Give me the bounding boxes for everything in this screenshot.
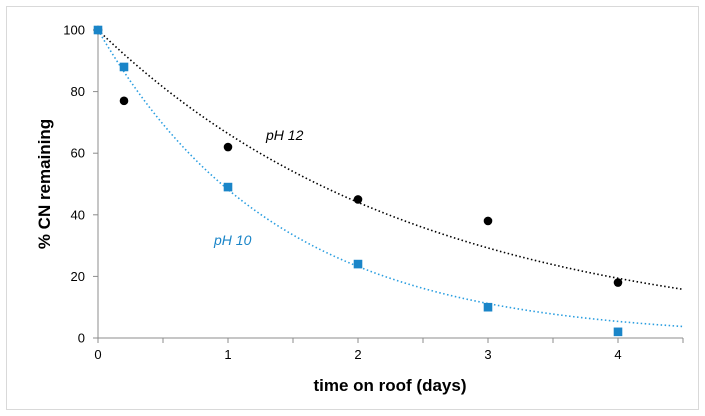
point-ph10	[119, 62, 129, 72]
point-ph12	[353, 195, 363, 204]
y-axis-title: % CN remaining	[35, 119, 54, 249]
y-tick-label: 100	[63, 23, 85, 38]
trendline-ph10	[97, 29, 684, 328]
point-ph10	[613, 327, 623, 337]
x-axis-title: time on roof (days)	[313, 376, 466, 395]
y-tick-label: 0	[78, 331, 85, 346]
point-ph10	[93, 25, 103, 35]
point-ph10	[483, 302, 493, 312]
chart-frame	[6, 6, 699, 410]
point-ph12	[119, 96, 129, 106]
series-label-ph10: pH 10	[213, 232, 252, 248]
y-tick-label: 60	[71, 146, 85, 161]
point-ph12	[613, 278, 623, 287]
point-ph10	[223, 182, 233, 192]
y-tick-label: 20	[71, 269, 85, 284]
data-points	[93, 25, 623, 337]
y-tick-label: 40	[71, 207, 85, 222]
point-ph12	[483, 216, 493, 226]
series-label-ph12: pH 12	[265, 127, 304, 143]
point-ph12	[223, 142, 233, 152]
x-axis-ticks: 0 1 2 3 4	[94, 338, 684, 362]
x-tick-label: 0	[94, 347, 101, 362]
y-tick-label: 80	[71, 84, 85, 99]
trendline-ph12	[97, 29, 684, 291]
x-tick-label: 3	[484, 347, 491, 362]
y-axis-ticks: 0 20 40 60 80 100	[63, 23, 98, 346]
point-ph10	[353, 259, 363, 269]
x-tick-label: 2	[354, 347, 361, 362]
x-tick-label: 1	[224, 347, 231, 362]
x-tick-label: 4	[614, 347, 621, 362]
